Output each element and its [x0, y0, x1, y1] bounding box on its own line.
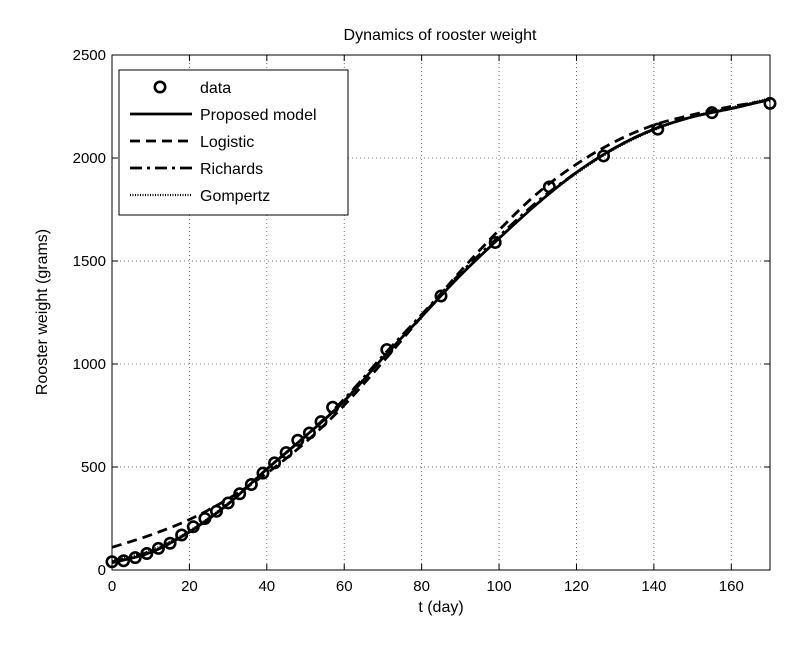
x-tick-label: 120 [564, 578, 589, 595]
x-axis-label: t (day) [418, 599, 463, 616]
y-tick-label: 1500 [73, 253, 106, 270]
data-point [117, 554, 131, 568]
x-tick-label: 100 [487, 578, 512, 595]
data-point [175, 528, 189, 542]
data-point [488, 235, 502, 249]
data-point [233, 487, 247, 501]
data-point [651, 122, 665, 136]
y-tick-label: 2000 [73, 150, 106, 167]
data-point [302, 426, 316, 440]
data-point [542, 180, 556, 194]
data-point [314, 415, 328, 429]
x-tick-label: 40 [258, 578, 275, 595]
data-point [279, 446, 293, 460]
data-point [244, 478, 258, 492]
x-tick-label: 140 [641, 578, 666, 595]
legend-label-logistic: Logistic [200, 134, 254, 151]
legend-swatch-data [153, 80, 167, 94]
legend-label-proposed-model: Proposed model [200, 107, 317, 124]
y-tick-label: 500 [81, 459, 106, 476]
data-point [597, 149, 611, 163]
data-point [434, 289, 448, 303]
data-point [128, 551, 142, 565]
data-point [186, 520, 200, 534]
data-point [210, 504, 224, 518]
data-point [163, 536, 177, 550]
legend-label-gompertz: Gompertz [200, 188, 270, 205]
data-point [140, 547, 154, 561]
legend-label-data: data [200, 80, 231, 97]
data-point [198, 511, 212, 525]
x-tick-label: 0 [108, 578, 116, 595]
legend-label-richards: Richards [200, 161, 263, 178]
y-axis-label: Rooster weight (grams) [34, 229, 51, 395]
data-point [380, 343, 394, 357]
x-tick-label: 80 [413, 578, 430, 595]
x-tick-label: 160 [719, 578, 744, 595]
data-point [221, 496, 235, 510]
legend-box [118, 69, 349, 216]
data-point [268, 456, 282, 470]
data-point [705, 106, 719, 120]
plot-frame [111, 54, 771, 571]
grid-layer [112, 55, 770, 570]
data-point [151, 541, 165, 555]
legend: data Proposed model Logistic Richards Gomper… [118, 69, 349, 216]
data-point [291, 433, 305, 447]
chart-title: Dynamics of rooster weight [344, 27, 538, 44]
tick-layer: 0 20 40 60 80 100 120 140 160 0 500 1000 1500 2000 250… [73, 47, 770, 595]
y-tick-label: 0 [98, 562, 106, 579]
data-point [326, 400, 340, 414]
x-tick-label: 60 [336, 578, 353, 595]
y-tick-label: 2500 [73, 47, 106, 64]
x-tick-label: 20 [181, 578, 198, 595]
y-tick-label: 1000 [73, 356, 106, 373]
data-point [256, 466, 270, 480]
